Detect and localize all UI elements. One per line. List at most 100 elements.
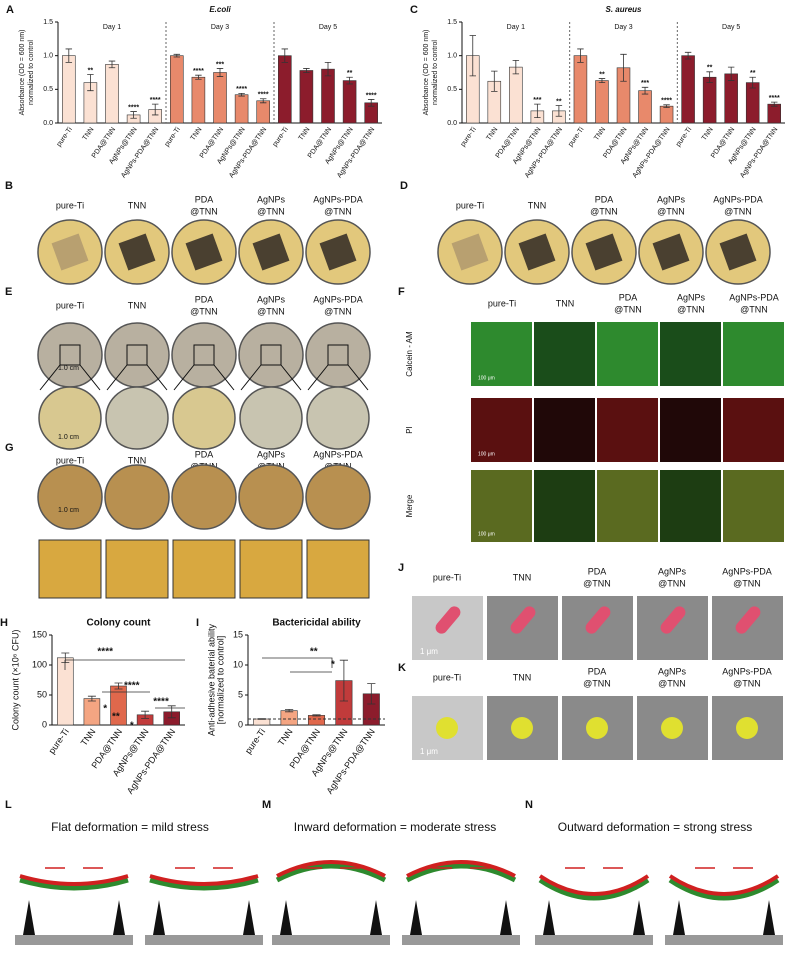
error-bar (238, 92, 245, 97)
bar (342, 80, 357, 124)
bar (595, 80, 609, 124)
micrograph (723, 322, 784, 386)
plate (104, 464, 170, 530)
bacterium (436, 717, 458, 739)
column-label: pure-Ti (56, 455, 84, 465)
plate (171, 322, 237, 388)
column-label: TNN (513, 672, 532, 682)
micrograph (723, 398, 784, 462)
y-tick-label: 100 (32, 659, 47, 669)
x-tick-label: pure-Ti (164, 126, 183, 148)
y-axis-label: normalized to control (28, 40, 35, 105)
bar (280, 710, 298, 726)
bar (253, 718, 271, 726)
substrate (145, 935, 263, 945)
plate (172, 386, 236, 450)
panel-letter: A (6, 4, 14, 16)
panel-letter: I (196, 617, 199, 629)
plate (238, 322, 304, 388)
zoom-box (260, 344, 282, 366)
bar (681, 55, 695, 124)
error-bar (512, 59, 520, 75)
x-tick-label: pure-Ti (56, 126, 75, 148)
column-label: AgNPs-PDA (313, 194, 363, 204)
membrane-red (538, 874, 650, 896)
chart-title: E.coli (209, 5, 231, 14)
y-tick-label: 0.5 (447, 86, 457, 93)
membrane-green (149, 877, 259, 891)
scale-label: 100 μm (478, 375, 495, 381)
zoom-photo (172, 539, 236, 599)
scale-label: 1.0 cm (58, 365, 79, 372)
significance: ** (112, 712, 120, 723)
micrograph (471, 398, 532, 462)
bar (234, 94, 249, 124)
column-label: PDA (595, 194, 614, 204)
error-bar (151, 103, 159, 116)
panel-letter: H (0, 617, 8, 629)
error-bar (706, 71, 713, 83)
error-bar (312, 714, 321, 717)
y-axis-label: normalized to control (432, 40, 439, 105)
panel-letter: D (400, 180, 408, 192)
micrograph (660, 470, 721, 542)
error-bar (324, 62, 332, 77)
significance: * (130, 721, 134, 732)
column-label: @TNN (740, 304, 768, 314)
plate (305, 464, 371, 530)
significance: **** (366, 92, 377, 99)
micrograph (597, 470, 658, 542)
column-label: @TNN (614, 304, 642, 314)
bracket (262, 657, 333, 668)
scale-label: 1 μm (420, 647, 438, 656)
panel-letter: E (5, 286, 12, 298)
significance: **** (236, 86, 247, 93)
group-label: Day 3 (614, 24, 632, 31)
group-label: Day 1 (507, 24, 525, 31)
micrograph (660, 322, 721, 386)
column-label: @TNN (677, 304, 705, 314)
scale-label: 1.0 cm (58, 434, 79, 441)
panel-title: Inward deformation = moderate stress (294, 820, 496, 834)
zoom-lines (106, 364, 168, 391)
error-bar (620, 53, 627, 82)
y-tick-label: 0 (42, 719, 47, 729)
bar (256, 100, 270, 124)
bacterium (435, 606, 461, 634)
y-axis-label: [normalized to control] (215, 636, 225, 725)
plate (239, 386, 303, 450)
zoom-photo (306, 539, 370, 599)
column-label: @TNN (257, 306, 285, 316)
column-label: pure-Ti (433, 672, 461, 682)
x-tick-label: pure-Ti (675, 126, 694, 148)
column-label: TNN (528, 200, 547, 210)
plate (104, 322, 170, 388)
error-bar (469, 35, 476, 77)
column-label: @TNN (324, 306, 352, 316)
micrograph (471, 322, 532, 386)
micrograph (534, 470, 595, 542)
x-tick-label: TNN (190, 126, 204, 142)
bar (105, 64, 119, 124)
sample (451, 233, 489, 271)
scale-label: 100 μm (478, 531, 495, 537)
y-tick-label: 1.0 (43, 53, 53, 60)
plate (37, 464, 103, 530)
column-label: PDA (588, 666, 607, 676)
x-tick-label: pure-Ti (243, 727, 267, 756)
micrograph (534, 398, 595, 462)
plate (171, 464, 237, 530)
zoom-lines (173, 364, 235, 391)
column-label: AgNPs (257, 294, 286, 304)
y-tick-label: 50 (37, 689, 47, 699)
bacterium (586, 717, 608, 739)
zoom-photo (38, 539, 102, 599)
column-label: pure-Ti (56, 200, 84, 210)
bar (213, 72, 227, 124)
error-bar (598, 78, 606, 83)
error-bar (555, 105, 563, 117)
y-tick-label: 0 (238, 719, 243, 729)
pillar (23, 900, 125, 935)
y-tick-label: 0.0 (447, 120, 457, 127)
bar (170, 55, 184, 124)
